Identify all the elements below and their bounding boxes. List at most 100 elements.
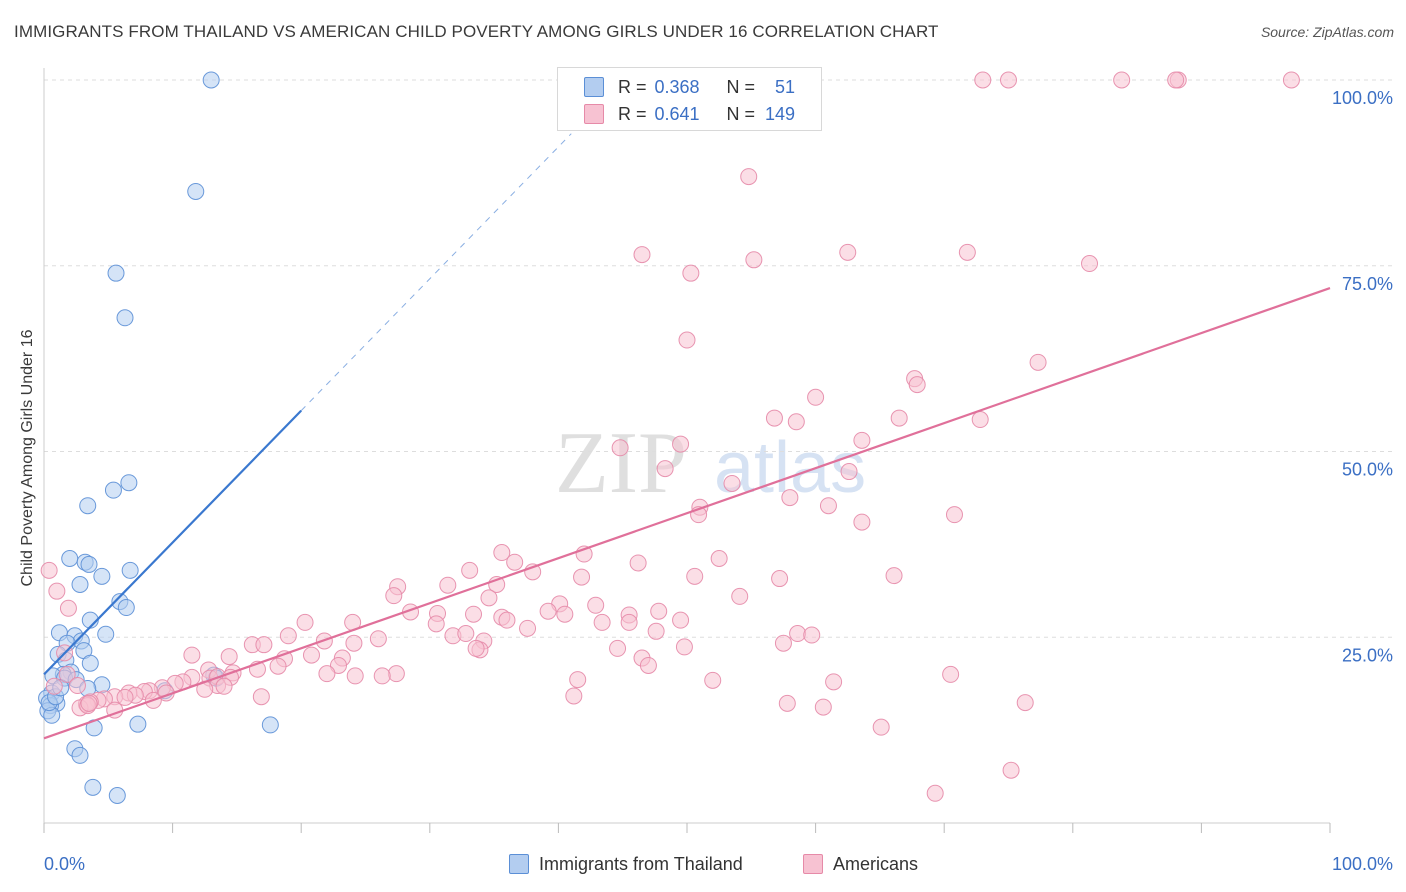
data-point-blue [117, 599, 135, 617]
data-point-pink [704, 671, 722, 689]
data-point-blue [108, 787, 126, 805]
data-point-pink [639, 656, 657, 674]
data-point-pink [480, 589, 498, 607]
data-point-pink [329, 656, 347, 674]
data-point-pink [781, 489, 799, 507]
data-point-pink [611, 439, 629, 457]
data-point-blue [79, 497, 97, 515]
r-label: R = [618, 103, 647, 124]
bottom-legend-americans: Americans [803, 851, 918, 877]
data-point-pink [1081, 255, 1099, 273]
data-point-pink [461, 561, 479, 579]
data-point-pink [318, 665, 336, 683]
data-point-pink [439, 576, 457, 594]
data-point-pink [686, 567, 704, 585]
bottom-legend-thailand: Immigrants from Thailand [509, 851, 743, 877]
data-point-pink [885, 567, 903, 585]
data-point-pink [1029, 353, 1047, 371]
data-point-pink [519, 619, 537, 637]
data-point-blue [93, 567, 111, 585]
data-point-pink [807, 388, 825, 406]
n-label: N = [726, 103, 756, 124]
data-point-blue [93, 676, 111, 694]
data-point-pink [498, 611, 516, 629]
legend-row-thailand: R = 0.368 N = 51 [558, 73, 795, 101]
trend-line-thailand [43, 409, 302, 676]
data-point-pink [1016, 694, 1034, 712]
data-point-blue [97, 625, 115, 643]
data-point-pink [647, 622, 665, 640]
data-point-pink [723, 474, 741, 492]
stats-legend: R = 0.368 N = 51 R = 0.641 N = 149 [557, 67, 822, 131]
data-point-pink [465, 605, 483, 623]
r-label: R = [618, 76, 647, 97]
data-point-pink [255, 636, 273, 654]
legend-row-americans: R = 0.641 N = 149 [558, 100, 795, 128]
data-point-blue [202, 71, 220, 89]
data-point-pink [778, 694, 796, 712]
legend-label: Immigrants from Thailand [539, 853, 743, 874]
data-point-pink [593, 613, 611, 631]
data-point-pink [974, 71, 992, 89]
data-point-pink [573, 568, 591, 586]
data-point-pink [803, 626, 821, 644]
data-point-pink [945, 506, 963, 524]
data-point-pink [539, 602, 557, 620]
data-point-pink [853, 513, 871, 531]
x-tick-label: 100.0% [1332, 854, 1393, 874]
data-point-pink [814, 698, 832, 716]
data-point-pink [731, 587, 749, 605]
chart-title: IMMIGRANTS FROM THAILAND VS AMERICAN CHI… [14, 22, 939, 41]
y-tick-label: 50.0% [1342, 460, 1393, 480]
data-point-blue [261, 716, 279, 734]
data-point-pink [609, 639, 627, 657]
data-point-pink [740, 168, 758, 186]
data-point-pink [787, 413, 805, 431]
data-point-pink [1282, 71, 1300, 89]
data-point-blue [121, 561, 139, 579]
n-value: 51 [775, 76, 796, 97]
r-value: 0.641 [654, 103, 700, 124]
data-point-pink [373, 667, 391, 685]
data-point-pink [672, 435, 690, 453]
data-point-pink [629, 554, 647, 572]
data-point-pink [302, 646, 320, 664]
data-point-pink [890, 409, 908, 427]
legend-swatch-blue [509, 854, 529, 874]
data-point-pink [48, 582, 66, 600]
data-point-pink [569, 671, 587, 689]
legend-swatch-pink [803, 854, 823, 874]
data-point-pink [587, 596, 605, 614]
data-point-pink [556, 605, 574, 623]
trend-lines [43, 133, 1331, 740]
data-point-pink [252, 688, 270, 706]
data-point-pink [958, 243, 976, 261]
data-point-pink [279, 627, 297, 645]
data-point-blue [116, 309, 134, 327]
x-tick-label: 0.0% [44, 854, 85, 874]
data-point-pink [633, 246, 651, 264]
data-point-pink [345, 634, 363, 652]
data-point-pink [58, 665, 76, 683]
data-point-pink [672, 611, 690, 629]
data-point-blue [187, 182, 205, 200]
data-point-pink [839, 243, 857, 261]
data-point-pink [269, 657, 287, 675]
axes [43, 68, 1331, 833]
data-point-pink [45, 677, 63, 695]
data-point-pink [1002, 761, 1020, 779]
data-point-pink [369, 630, 387, 648]
data-point-pink [1167, 71, 1185, 89]
data-point-blue [84, 778, 102, 796]
n-label: N = [726, 76, 756, 97]
data-point-pink [1000, 71, 1017, 89]
data-point-blue [81, 654, 99, 672]
data-point-pink [116, 688, 134, 706]
data-point-pink [457, 625, 475, 643]
data-points [38, 71, 1300, 805]
data-point-pink [656, 460, 674, 478]
legend-label: Americans [833, 853, 919, 874]
legend-swatch-pink [584, 104, 604, 124]
data-point-pink [650, 602, 668, 620]
